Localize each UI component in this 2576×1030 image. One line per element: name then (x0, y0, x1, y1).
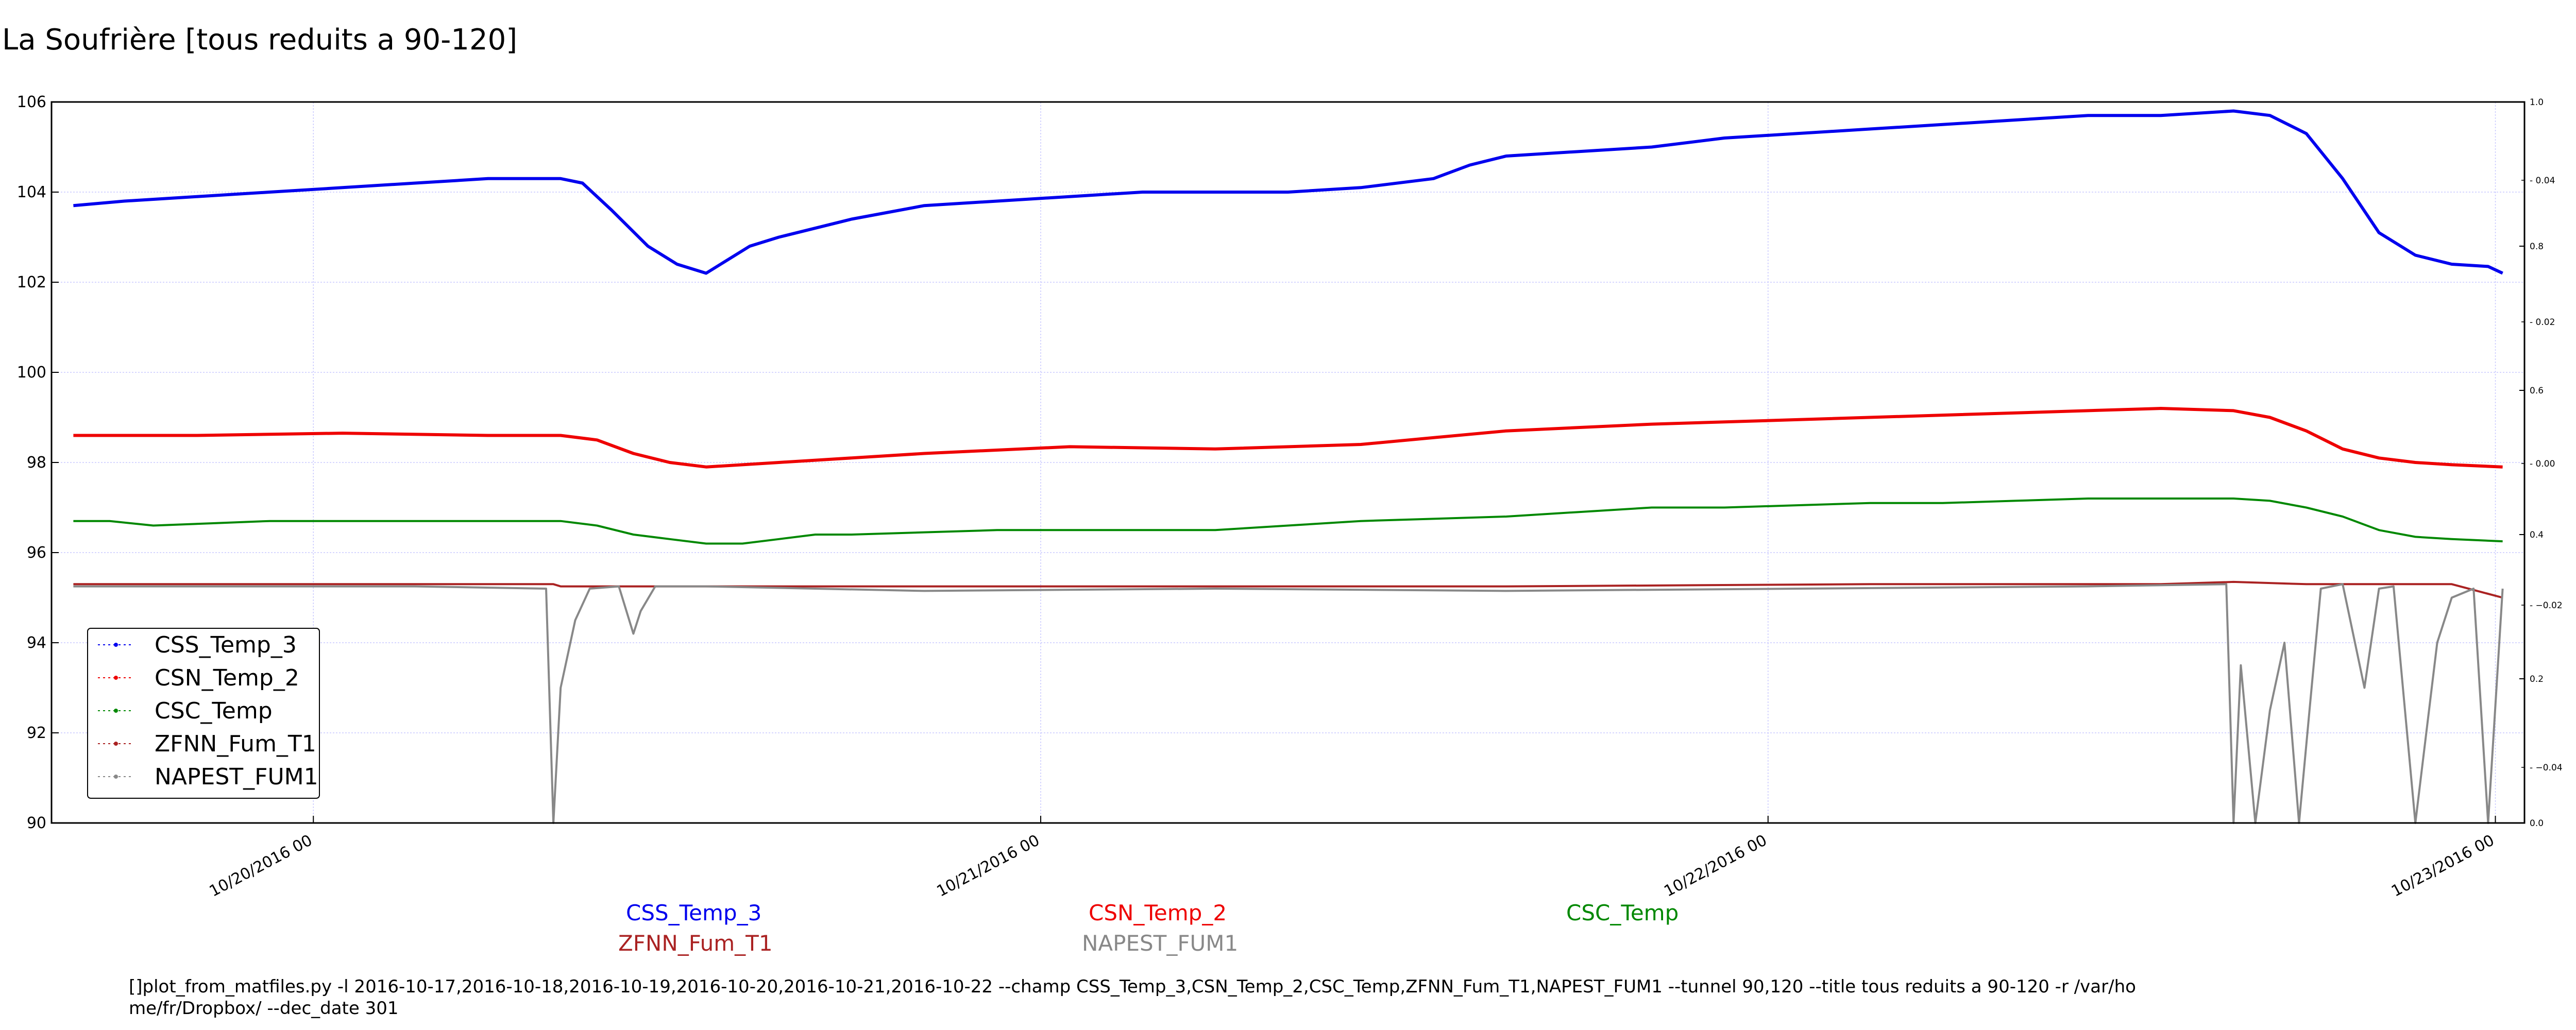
series-label-csn-temp-2: CSN_Temp_2 (1089, 900, 1227, 925)
legend-label: CSS_Temp_3 (155, 632, 297, 658)
series-group (73, 109, 2504, 824)
y-axis-ticks: 90 92 94 96 98 100 102 104 106 (17, 93, 59, 832)
legend: CSS_Temp_3 CSN_Temp_2 CSC_Temp ZFNN_Fum_T1 N… (87, 628, 320, 799)
y-tick-label: 94 (27, 634, 46, 652)
x-tick-label: 10/20/2016 00 (207, 831, 315, 900)
right-tick-label: 0.4 (2530, 530, 2544, 540)
legend-box (87, 628, 320, 799)
legend-marker (114, 643, 118, 647)
right-tick-label: 0.6 (2530, 386, 2544, 396)
legend-marker (114, 709, 118, 713)
right-tick-label: 0.0 (2530, 818, 2544, 829)
grid (52, 102, 2524, 823)
right-tick-label: 0.2 (2530, 674, 2544, 684)
series-line-csn-temp-2 (73, 407, 2503, 469)
right-minor-tick-label: - −0.04 (2530, 763, 2563, 773)
x-tick-label: 10/22/2016 00 (1661, 831, 1770, 900)
right-minor-tick-label: - 0.02 (2530, 317, 2555, 328)
legend-marker (114, 742, 118, 746)
command-line-text: []plot_from_matfiles.py -l 2016-10-17,20… (129, 976, 2136, 1019)
right-axis-ticks: 0.0 0.2 0.4 0.6 0.8 1.0 - −0.04 - −0.02 - 0.00 - … (2519, 97, 2563, 829)
legend-label: CSC_Temp (155, 698, 273, 724)
y-tick-label: 96 (27, 544, 46, 562)
chart-title: La Soufrière [tous reduits a 90-120] (2, 23, 518, 57)
series-label-zfnn-fum-t1: ZFNN_Fum_T1 (618, 931, 773, 956)
x-tick-label: 10/21/2016 00 (934, 831, 1043, 900)
y-tick-label: 98 (27, 454, 46, 472)
y-tick-label: 92 (27, 724, 46, 742)
y-tick-label: 106 (17, 93, 46, 111)
y-tick-label: 100 (17, 364, 46, 382)
right-minor-tick-label: - −0.02 (2530, 600, 2563, 611)
x-tick-label: 10/23/2016 00 (2388, 831, 2497, 900)
right-tick-label: 1.0 (2530, 97, 2544, 108)
series-line-zfnn-fum-t1 (73, 580, 2503, 599)
y-tick-label: 102 (17, 273, 46, 291)
series-label-csc-temp: CSC_Temp (1566, 900, 1679, 925)
right-minor-tick-label: - 0.04 (2530, 176, 2555, 186)
y-tick-label: 90 (27, 814, 46, 832)
legend-marker (114, 775, 118, 779)
series-line-css-temp-3 (73, 109, 2503, 275)
series-label-css-temp-3: CSS_Temp_3 (626, 900, 762, 925)
y-tick-label: 104 (17, 183, 46, 201)
series-label-napest-fum1: NAPEST_FUM1 (1082, 931, 1239, 956)
x-axis-ticks: 10/20/2016 00 10/21/2016 00 10/22/2016 00 1… (207, 816, 2497, 901)
right-minor-tick-label: - 0.00 (2530, 459, 2555, 469)
legend-label: ZFNN_Fum_T1 (155, 731, 316, 757)
series-line-napest-fum1 (73, 583, 2504, 824)
legend-label: CSN_Temp_2 (155, 665, 299, 691)
right-tick-label: 0.8 (2530, 242, 2544, 252)
series-line-csc-temp (73, 497, 2503, 545)
legend-label: NAPEST_FUM1 (155, 764, 318, 790)
legend-marker (114, 676, 118, 680)
